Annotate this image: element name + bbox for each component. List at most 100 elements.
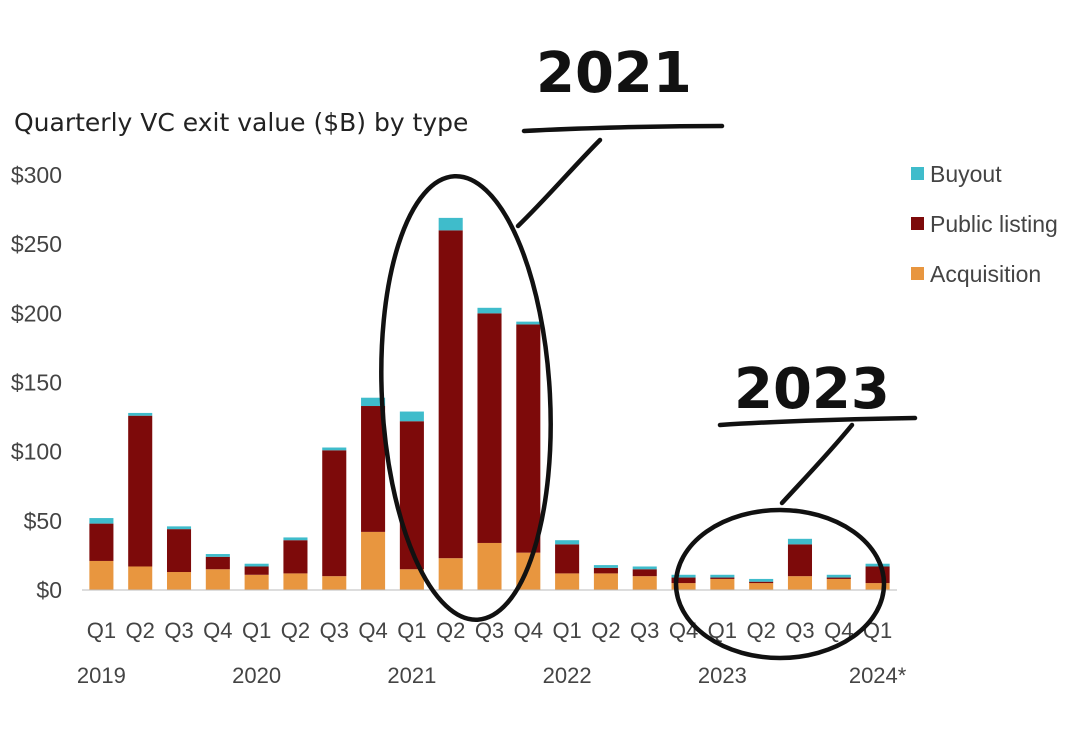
bar-segment-public-listing — [516, 324, 541, 553]
bar-segment-public-listing — [438, 230, 463, 559]
bar-segment-acquisition — [787, 576, 813, 590]
legend-swatch — [911, 167, 924, 180]
annotation-2021-underline — [521, 123, 725, 134]
bar-segment-acquisition — [322, 576, 347, 590]
bar-segment-buyout — [128, 412, 153, 416]
bar-segment-acquisition — [89, 560, 114, 590]
bar-segment-acquisition — [244, 574, 269, 590]
x-tick-label: Q4 — [669, 618, 698, 643]
y-tick-label: $150 — [11, 370, 62, 396]
bar-segment-buyout — [438, 217, 463, 231]
bar-segment-public-listing — [555, 544, 580, 574]
bar-segment-public-listing — [787, 544, 813, 577]
x-tick-label: Q2 — [281, 618, 310, 643]
bar-segment-buyout — [516, 321, 541, 325]
bar-segment-acquisition — [361, 531, 386, 590]
x-tick-label: Q2 — [126, 618, 155, 643]
x-tick-label: Q3 — [475, 618, 504, 643]
annotation-2021-circle — [379, 174, 553, 622]
bar-segment-public-listing — [749, 581, 774, 584]
bar-segment-acquisition — [632, 576, 657, 590]
bar-segment-buyout — [89, 518, 114, 524]
annotation-2021-text: 2021 — [536, 41, 692, 106]
bar-segment-public-listing — [166, 529, 192, 573]
bar-segment-acquisition — [205, 569, 230, 590]
bar-segment-acquisition — [671, 583, 696, 590]
year-label: 2022 — [543, 663, 592, 688]
legend-label: Acquisition — [930, 261, 1041, 287]
year-label: 2019 — [77, 663, 126, 688]
legend-swatch — [911, 267, 924, 280]
bar-segment-buyout — [283, 537, 308, 541]
bar-segment-acquisition — [166, 572, 192, 590]
chart-title: Quarterly VC exit value ($B) by type — [14, 108, 469, 137]
annotation-2023-text: 2023 — [734, 357, 890, 422]
bar-segment-acquisition — [555, 573, 580, 590]
annotation-2021: 2021 — [379, 41, 725, 622]
bar-segment-public-listing — [128, 415, 153, 567]
bar-segment-buyout — [477, 307, 502, 314]
bars-group — [89, 217, 890, 590]
bar-segment-public-listing — [477, 313, 502, 543]
x-tick-label: Q3 — [630, 618, 659, 643]
bar-segment-buyout — [205, 554, 230, 557]
bar-segment-public-listing — [593, 567, 618, 574]
bar-segment-buyout — [166, 526, 192, 530]
bar-segment-acquisition — [865, 583, 890, 590]
bar-segment-public-listing — [710, 577, 735, 579]
annotation-2023-underline — [717, 415, 918, 428]
bar-segment-acquisition — [710, 578, 735, 590]
year-label: 2020 — [232, 663, 281, 688]
bar-segment-acquisition — [438, 558, 463, 590]
x-tick-label: Q1 — [552, 618, 581, 643]
legend-swatch — [911, 217, 924, 230]
bar-segment-buyout — [322, 447, 347, 451]
bar-segment-public-listing — [671, 577, 696, 584]
x-tick-label: Q4 — [514, 618, 543, 643]
bar-segment-buyout — [749, 578, 774, 582]
y-tick-label: $50 — [24, 508, 62, 534]
legend-label: Public listing — [930, 211, 1058, 237]
bar-segment-public-listing — [322, 450, 347, 577]
bar-segment-buyout — [555, 540, 580, 545]
bar-segment-acquisition — [283, 573, 308, 590]
y-tick-label: $100 — [11, 439, 62, 465]
bar-segment-public-listing — [89, 523, 114, 561]
x-tick-label: Q2 — [746, 618, 775, 643]
y-axis: $0 $50 $100 $150 $200 $250 $300 — [11, 162, 62, 603]
bar-segment-buyout — [865, 563, 890, 567]
x-tick-label: Q2 — [436, 618, 465, 643]
y-tick-label: $0 — [36, 577, 62, 603]
annotation-2023-circle — [673, 507, 887, 661]
bar-segment-public-listing — [399, 421, 424, 570]
bar-segment-public-listing — [826, 577, 851, 579]
y-tick-label: $200 — [11, 300, 62, 326]
annotation-2021-pointer — [515, 137, 603, 229]
x-tick-label: Q2 — [591, 618, 620, 643]
x-tick-label: Q1 — [242, 618, 271, 643]
x-tick-label: Q3 — [164, 618, 193, 643]
annotation-2023-pointer — [779, 422, 855, 506]
bar-segment-acquisition — [593, 573, 618, 590]
x-tick-label: Q3 — [785, 618, 814, 643]
bar-segment-acquisition — [477, 542, 502, 590]
bar-segment-buyout — [244, 563, 269, 567]
bar-segment-public-listing — [244, 566, 269, 575]
legend: Buyout Public listing Acquisition — [911, 161, 1058, 287]
x-tick-label: Q1 — [397, 618, 426, 643]
bar-segment-public-listing — [205, 556, 230, 570]
legend-label: Buyout — [930, 161, 1002, 187]
bar-segment-buyout — [593, 565, 618, 568]
bar-segment-public-listing — [632, 569, 657, 577]
bar-segment-public-listing — [361, 406, 386, 532]
annotation-2023: 2023 — [673, 357, 918, 661]
y-tick-label: $250 — [11, 231, 62, 257]
year-label: 2021 — [387, 663, 436, 688]
bar-segment-acquisition — [749, 583, 774, 590]
x-tick-label: Q4 — [203, 618, 232, 643]
bar-segment-acquisition — [399, 569, 424, 590]
bar-segment-acquisition — [826, 578, 851, 590]
bar-segment-public-listing — [283, 540, 308, 574]
bar-segment-buyout — [361, 397, 386, 407]
year-label: 2023 — [698, 663, 747, 688]
